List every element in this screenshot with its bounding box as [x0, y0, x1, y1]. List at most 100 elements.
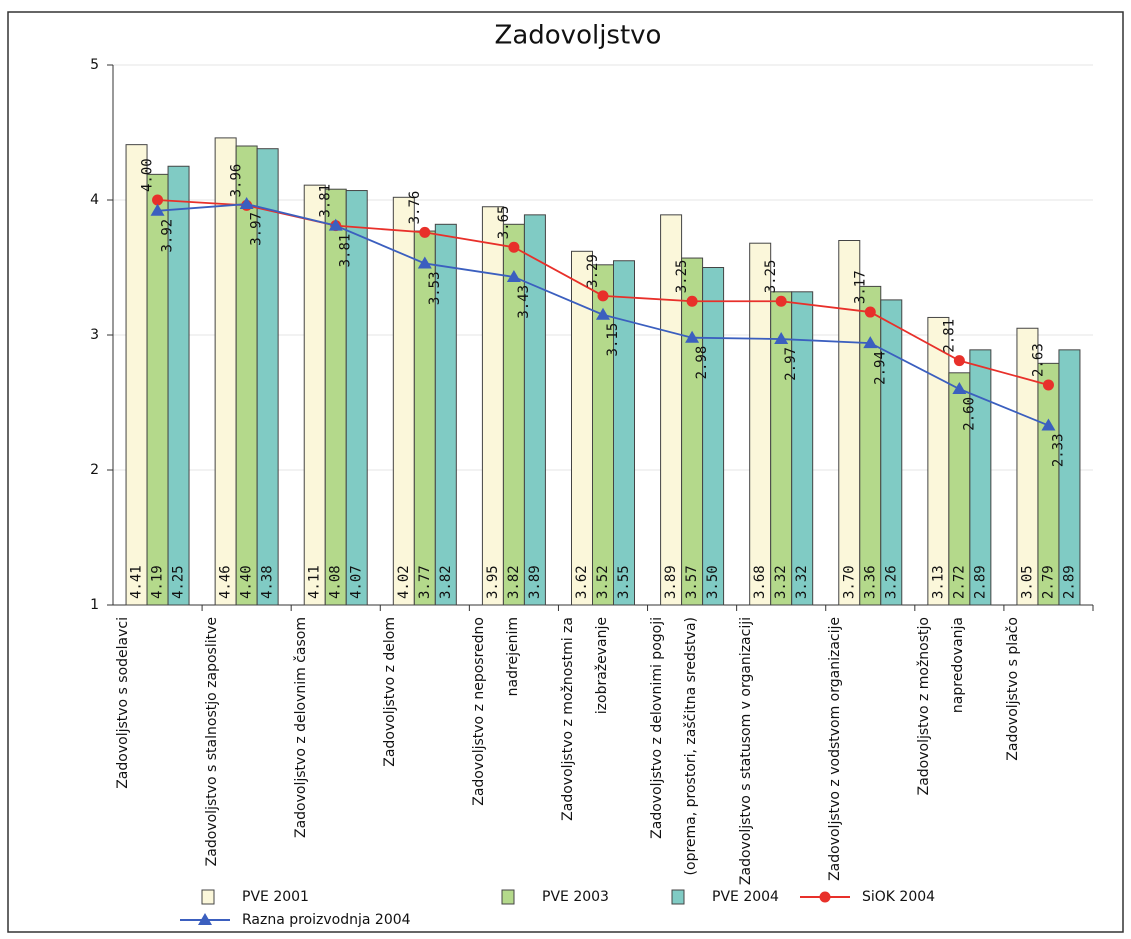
bar: [303, 184, 326, 606]
bar: [523, 214, 546, 606]
bar: [859, 285, 882, 606]
marker: [1042, 379, 1054, 391]
x-tick-label: Zadovoljstvo s sodelavci: [114, 617, 131, 789]
marker: [328, 218, 343, 231]
data-label: 4.19: [150, 565, 166, 599]
legend-label: SiOK 2004: [862, 889, 935, 905]
marker: [597, 290, 609, 302]
bar: [481, 206, 504, 606]
y-tick-label: 2: [90, 462, 99, 478]
marker: [953, 355, 965, 367]
data-label: 3.82: [438, 565, 454, 599]
data-label: 3.57: [684, 565, 700, 599]
data-label: 2.72: [951, 565, 967, 599]
data-label: 3.13: [930, 565, 946, 599]
data-label: 3.89: [527, 565, 543, 599]
data-label: 3.29: [585, 254, 601, 288]
bar: [571, 250, 593, 606]
legend-marker: [819, 891, 831, 903]
data-label: 3.25: [674, 260, 690, 294]
x-tick-label: Zadovoljstvo z delom: [381, 617, 398, 767]
data-label: 3.50: [705, 565, 721, 599]
data-label: 3.97: [249, 212, 265, 246]
bar: [681, 257, 704, 606]
data-label: 3.15: [605, 323, 621, 357]
legend-label: Razna proizvodnja 2004: [242, 912, 411, 928]
data-label: 3.32: [773, 565, 789, 599]
data-label: 3.62: [574, 565, 590, 599]
bar: [702, 267, 725, 606]
legend-label: PVE 2001: [242, 889, 309, 905]
data-label: 4.07: [349, 565, 365, 599]
x-tick-label: Zadovoljstvo z možnostjo napredovanja: [916, 617, 967, 796]
marker: [596, 307, 610, 320]
data-label: 2.89: [1061, 565, 1077, 599]
data-label: 3.82: [506, 565, 522, 599]
data-label: 3.55: [616, 565, 632, 599]
bar: [1058, 349, 1081, 606]
data-label: 2.94: [872, 351, 888, 385]
data-label: 4.08: [328, 565, 344, 599]
data-label: 3.68: [752, 565, 768, 599]
data-label: 2.81: [941, 319, 957, 353]
data-label: 3.81: [338, 234, 354, 268]
data-label: 4.00: [140, 158, 156, 192]
data-label: 3.25: [763, 260, 779, 294]
data-label: 3.65: [496, 206, 512, 240]
data-label: 3.52: [595, 565, 611, 599]
legend-swatch: [671, 889, 685, 905]
data-label: 3.43: [516, 285, 532, 319]
data-label: 2.33: [1050, 433, 1066, 467]
chart-title: Zadovoljstvo: [495, 21, 662, 51]
legend-swatch: [501, 889, 515, 905]
marker: [1041, 418, 1056, 431]
marker: [417, 256, 432, 269]
data-label: 4.02: [396, 565, 412, 599]
marker: [863, 336, 878, 349]
marker: [952, 382, 967, 394]
data-label: 4.25: [171, 565, 187, 599]
marker: [150, 203, 165, 216]
x-tick-label: Zadovoljstvo z delovnimi pogoji (oprema,…: [649, 617, 700, 876]
data-label: 2.60: [961, 397, 977, 431]
data-label: 4.41: [129, 565, 145, 599]
data-label: 3.92: [160, 219, 176, 253]
data-label: 3.76: [407, 191, 423, 225]
bar: [927, 316, 950, 606]
x-tick-label: Zadovoljstvo s stalnostjo zaposlitve: [203, 617, 220, 867]
bar: [434, 223, 457, 606]
data-label: 2.79: [1040, 565, 1056, 599]
marker: [686, 295, 698, 307]
y-tick-label: 4: [90, 192, 99, 208]
x-tick-label: Zadovoljstvo s statusom v organizaciji: [738, 617, 755, 886]
x-tick-label: Zadovoljstvo z delovnim časom: [292, 617, 309, 838]
data-label: 4.38: [260, 565, 276, 599]
legend-label: PVE 2003: [542, 889, 609, 905]
y-tick-label: 5: [90, 57, 99, 73]
data-label: 3.32: [794, 565, 810, 599]
bar: [791, 291, 814, 606]
data-label: 2.97: [783, 347, 799, 381]
x-tick-label: Zadovoljstvo z vodstvom organizacije: [827, 617, 844, 881]
data-label: 4.11: [307, 565, 323, 599]
marker: [775, 295, 787, 307]
data-label: 3.26: [883, 565, 899, 599]
data-label: 4.46: [218, 565, 234, 599]
bar: [125, 144, 148, 606]
data-label: 3.95: [485, 565, 501, 599]
y-tick-label: 1: [90, 597, 99, 613]
y-tick-label: 3: [90, 327, 99, 343]
x-tick-label: Zadovoljstvo z neposredno nadrejenim: [470, 617, 521, 806]
marker: [685, 330, 700, 343]
bar: [214, 137, 237, 606]
marker: [508, 241, 520, 253]
bar: [345, 190, 368, 606]
bar: [749, 242, 772, 606]
x-tick-label: Zadovoljstvo z možnostmi za izobraževanj…: [560, 617, 610, 821]
bar: [880, 299, 903, 606]
marker: [864, 306, 876, 318]
data-label: 4.40: [239, 565, 255, 599]
data-label: 3.36: [862, 565, 878, 599]
